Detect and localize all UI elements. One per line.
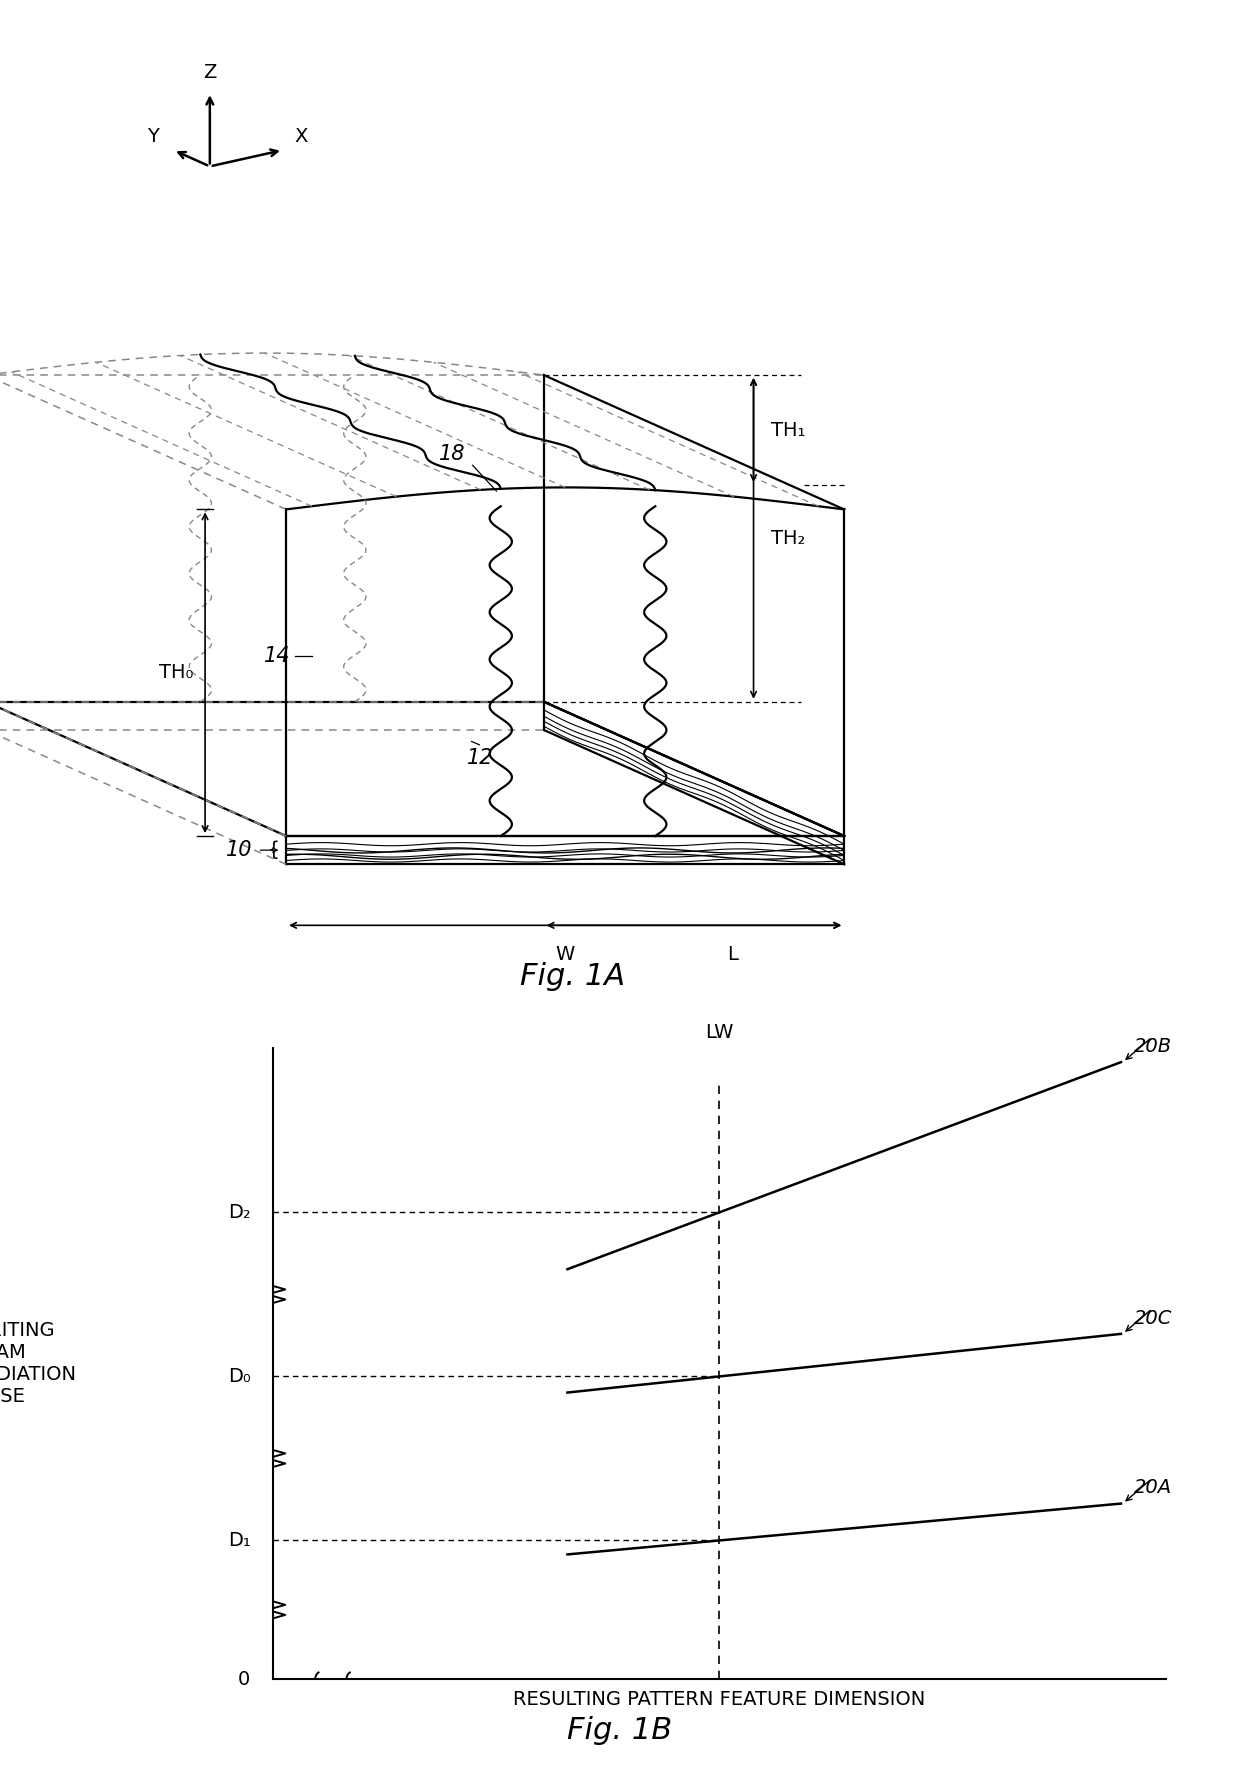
Text: D₀: D₀ xyxy=(228,1367,250,1386)
Text: 0: 0 xyxy=(238,1670,250,1688)
Text: D₂: D₂ xyxy=(228,1203,250,1223)
Text: Y: Y xyxy=(148,126,159,146)
Text: X: X xyxy=(294,126,308,146)
Text: LW: LW xyxy=(706,1024,733,1041)
Text: L: L xyxy=(727,945,738,963)
Text: TH₁: TH₁ xyxy=(771,421,805,439)
Text: TH₀: TH₀ xyxy=(159,663,193,682)
Text: }: } xyxy=(263,839,275,858)
Text: Z: Z xyxy=(203,62,217,82)
Text: 12: 12 xyxy=(467,748,494,768)
X-axis label: RESULTING PATTERN FEATURE DIMENSION: RESULTING PATTERN FEATURE DIMENSION xyxy=(513,1690,925,1709)
Text: 18: 18 xyxy=(439,444,466,464)
Text: 20A: 20A xyxy=(1135,1478,1173,1498)
Text: Fig. 1A: Fig. 1A xyxy=(520,961,625,992)
Text: 20C: 20C xyxy=(1135,1308,1173,1327)
Text: 14: 14 xyxy=(264,647,291,666)
Text: 20B: 20B xyxy=(1135,1036,1173,1056)
Text: Fig. 1B: Fig. 1B xyxy=(568,1717,672,1745)
Text: WRITING
BEAM
RADIATION
DOSE: WRITING BEAM RADIATION DOSE xyxy=(0,1322,76,1406)
Text: D₁: D₁ xyxy=(228,1532,250,1550)
Text: TH₂: TH₂ xyxy=(771,530,805,547)
Text: 10: 10 xyxy=(226,841,253,860)
Text: W: W xyxy=(556,945,575,963)
